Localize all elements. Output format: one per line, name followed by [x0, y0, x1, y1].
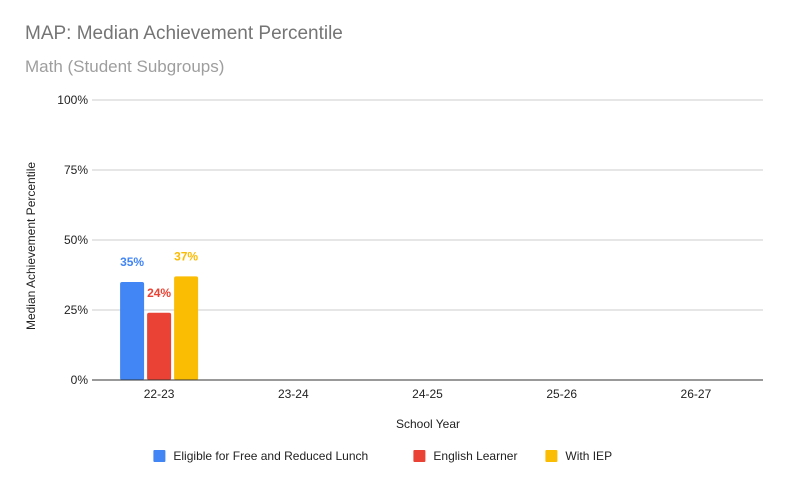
legend-item: With IEP — [545, 449, 612, 463]
bar — [147, 312, 172, 380]
legend-swatch — [545, 450, 558, 462]
x-axis-ticks: 22-23 23-24 24-25 25-26 26-27 — [144, 387, 712, 401]
bar — [174, 276, 199, 380]
y-tick-label: 50% — [64, 233, 88, 247]
bar — [120, 282, 145, 380]
legend-swatch — [413, 450, 426, 462]
x-tick-label: 22-23 — [144, 387, 175, 401]
legend-swatch — [153, 450, 166, 462]
legend-label: English Learner — [433, 449, 517, 463]
y-tick-label: 0% — [71, 373, 89, 387]
x-tick-label: 26-27 — [681, 387, 712, 401]
x-tick-label: 25-26 — [546, 387, 577, 401]
x-tick-label: 23-24 — [278, 387, 309, 401]
legend-item: English Learner — [413, 449, 517, 463]
y-axis-label: Median Achievement Percentile — [24, 162, 38, 330]
y-tick-label: 25% — [64, 303, 88, 317]
y-tick-label: 100% — [57, 93, 88, 107]
x-axis-label: School Year — [396, 417, 460, 431]
bars — [120, 276, 199, 380]
legend-label: With IEP — [565, 449, 612, 463]
legend-label: Eligible for Free and Reduced Lunch — [173, 449, 368, 463]
legend-item: Eligible for Free and Reduced Lunch — [153, 449, 368, 463]
data-label: 37% — [174, 249, 198, 263]
y-tick-label: 75% — [64, 163, 88, 177]
chart-title: MAP: Median Achievement Percentile — [25, 23, 343, 44]
y-axis-ticks: 0% 25% 50% 75% 100% — [57, 93, 88, 387]
x-tick-label: 24-25 — [412, 387, 443, 401]
chart-subtitle: Math (Student Subgroups) — [25, 57, 225, 76]
gridlines — [92, 99, 763, 311]
data-label: 24% — [147, 286, 171, 300]
data-labels: 35% 24% 37% — [120, 249, 198, 299]
legend: Eligible for Free and Reduced Lunch Engli… — [153, 449, 612, 463]
data-label: 35% — [120, 255, 144, 269]
